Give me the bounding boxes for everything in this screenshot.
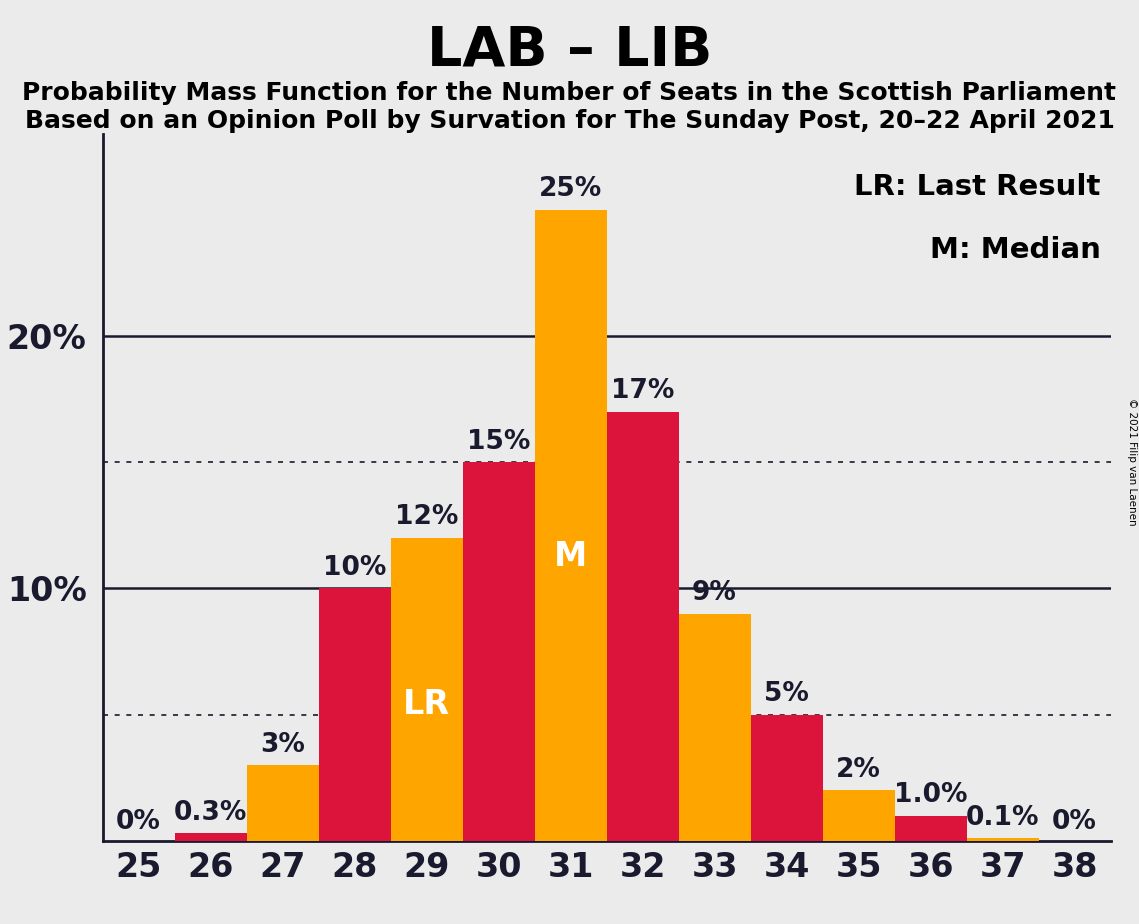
Text: 0.1%: 0.1% — [966, 805, 1039, 831]
Text: Probability Mass Function for the Number of Seats in the Scottish Parliament: Probability Mass Function for the Number… — [23, 81, 1116, 105]
Text: 10%: 10% — [322, 554, 386, 581]
Text: Based on an Opinion Poll by Survation for The Sunday Post, 20–22 April 2021: Based on an Opinion Poll by Survation fo… — [25, 109, 1114, 133]
Bar — [391, 538, 462, 841]
Text: LR: Last Result: LR: Last Result — [854, 173, 1100, 201]
Text: © 2021 Filip van Laenen: © 2021 Filip van Laenen — [1126, 398, 1137, 526]
Text: LR: LR — [403, 688, 450, 721]
Text: 15%: 15% — [467, 429, 530, 455]
Bar — [751, 714, 822, 841]
Text: 1.0%: 1.0% — [894, 782, 967, 808]
Text: 9%: 9% — [693, 580, 737, 606]
Bar — [822, 790, 894, 841]
Text: 0.3%: 0.3% — [174, 799, 247, 826]
Bar — [606, 412, 679, 841]
Bar — [534, 210, 607, 841]
Bar — [246, 765, 319, 841]
Bar — [894, 816, 967, 841]
Text: 0%: 0% — [1052, 808, 1097, 834]
Text: LAB – LIB: LAB – LIB — [427, 23, 712, 77]
Bar — [462, 462, 534, 841]
Bar — [967, 838, 1039, 841]
Bar — [174, 833, 246, 841]
Bar — [319, 589, 391, 841]
Text: 12%: 12% — [395, 505, 458, 530]
Text: 17%: 17% — [611, 378, 674, 404]
Text: 2%: 2% — [836, 757, 880, 783]
Bar — [679, 614, 751, 841]
Text: M: M — [554, 541, 587, 573]
Text: 25%: 25% — [539, 176, 603, 202]
Text: 0%: 0% — [116, 808, 161, 834]
Text: 5%: 5% — [764, 681, 809, 707]
Text: M: Median: M: Median — [929, 237, 1100, 264]
Text: 3%: 3% — [260, 732, 305, 758]
